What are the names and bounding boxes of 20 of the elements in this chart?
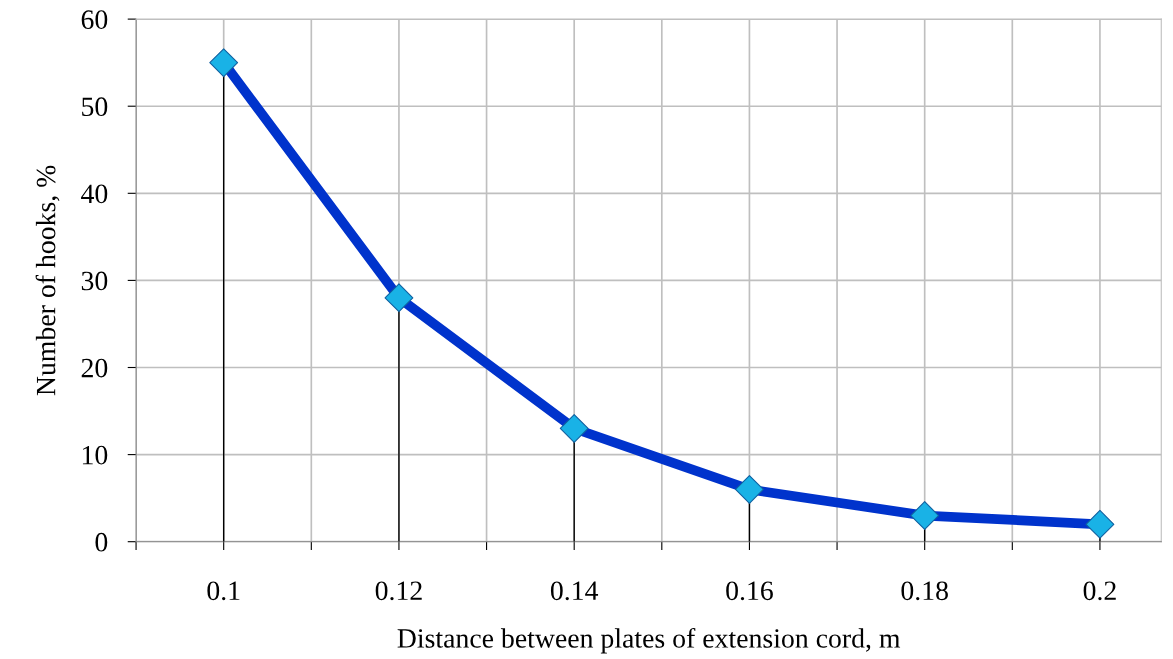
y-tick-label: 40 — [81, 184, 108, 204]
y-tick-label: 10 — [82, 445, 108, 465]
point — [734, 474, 764, 504]
point — [559, 414, 589, 443]
x-tick-label: 0.16 — [726, 581, 773, 601]
x-tick-label: 0.12 — [375, 581, 422, 601]
y-tick-label: 30 — [81, 271, 108, 291]
point — [910, 501, 940, 531]
point — [209, 48, 239, 78]
point — [384, 283, 414, 313]
y-tick-label: 0 — [95, 532, 108, 552]
x-tick-label: 0.1 — [207, 581, 240, 601]
y-tick-label: 60 — [81, 10, 108, 30]
y-tick-label: 50 — [82, 97, 108, 117]
y-axis-title: Number of hooks, % — [35, 165, 60, 396]
x-tick-label: 0.14 — [550, 581, 599, 601]
x-tick-label: 0.2 — [1083, 581, 1116, 601]
x-tick-label: 0.18 — [901, 581, 948, 601]
x-axis-title: Distance between plates of extension cord, m — [397, 628, 901, 654]
y-tick-label: 20 — [81, 358, 108, 378]
